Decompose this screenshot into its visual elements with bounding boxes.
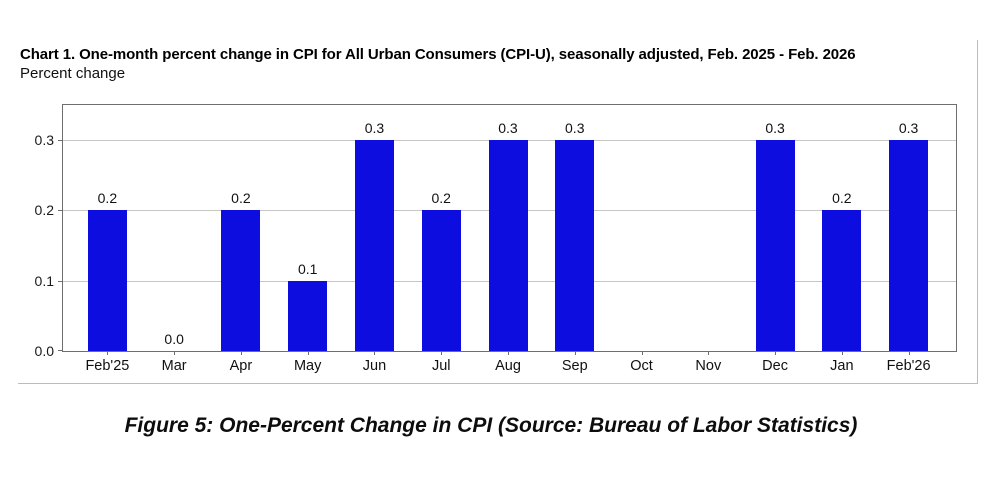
y-axis-tick <box>58 140 62 141</box>
x-axis-tick <box>909 351 910 355</box>
bar-value-label: 0.2 <box>431 190 451 206</box>
bar-value-label: 0.3 <box>364 120 385 136</box>
y-axis-tick <box>58 210 62 211</box>
x-axis-tick-label: Oct <box>630 358 653 374</box>
bar-jan <box>822 210 862 351</box>
x-axis-tick <box>642 351 643 355</box>
x-axis-tick-label: Jan <box>830 358 854 374</box>
x-axis-tick <box>241 351 242 355</box>
x-axis-tick <box>708 351 709 355</box>
x-axis-tick-label: May <box>293 358 322 374</box>
x-axis-tick-label: Dec <box>762 358 788 374</box>
cpi-chart-frame: Chart 1. One-month percent change in CPI… <box>18 40 978 384</box>
bar-apr <box>221 210 261 351</box>
bar-sep <box>555 140 595 351</box>
x-axis-tick <box>374 351 375 355</box>
bar-aug <box>488 140 528 351</box>
bar-jul <box>421 210 461 351</box>
bar-value-label: 0.2 <box>97 190 118 206</box>
bar-feb26 <box>889 140 929 351</box>
bar-value-label: 0.0 <box>164 331 184 347</box>
y-axis-tick <box>58 281 62 282</box>
x-axis-tick-label: Jul <box>431 358 451 374</box>
x-axis-tick <box>575 351 576 355</box>
bar-value-label: 0.3 <box>565 120 585 136</box>
bar-value-label: 0.3 <box>765 120 785 136</box>
x-axis-tick <box>308 351 309 355</box>
bar-feb25 <box>87 210 127 351</box>
figure-caption: Figure 5: One-Percent Change in CPI (Sou… <box>124 414 858 437</box>
x-axis-tick-label: Feb'26 <box>886 358 931 374</box>
x-axis-tick-label: Sep <box>561 358 588 374</box>
chart-title: Chart 1. One-month percent change in CPI… <box>20 46 856 63</box>
y-axis-tick <box>58 350 62 351</box>
bar-value-label: 0.2 <box>832 190 852 206</box>
x-axis-tick <box>441 351 442 355</box>
x-axis-tick-label: Nov <box>695 358 722 374</box>
chart-unit-label: Percent change <box>20 65 126 82</box>
bar-jun <box>354 140 394 351</box>
x-axis-tick-label: Apr <box>229 358 253 374</box>
x-axis-tick-label: Jun <box>362 358 387 374</box>
bar-value-label: 0.3 <box>898 120 919 136</box>
x-axis-tick <box>508 351 509 355</box>
x-axis-tick <box>842 351 843 355</box>
x-axis-tick <box>107 351 108 355</box>
y-axis-tick-label: 0.0 <box>34 343 54 359</box>
x-axis-tick-label: Feb'25 <box>85 358 130 374</box>
y-axis-tick-label: 0.1 <box>34 273 54 289</box>
x-axis-tick-label: Mar <box>161 358 187 374</box>
x-axis-tick-label: Aug <box>495 358 521 374</box>
bar-value-label: 0.3 <box>498 120 518 136</box>
bar-may <box>288 281 328 351</box>
y-axis-tick-label: 0.3 <box>34 132 54 148</box>
x-axis-tick <box>174 351 175 355</box>
bar-value-label: 0.1 <box>297 261 318 277</box>
x-axis-tick <box>775 351 776 355</box>
bar-dec <box>755 140 795 351</box>
y-axis-tick-label: 0.2 <box>34 202 54 218</box>
bar-value-label: 0.2 <box>231 190 251 206</box>
plot-area: 0.0 0.1 0.2 0.3 0.2 Feb'25 0.0 Mar 0.2 Apr 0.1 May 0… <box>35 104 957 374</box>
